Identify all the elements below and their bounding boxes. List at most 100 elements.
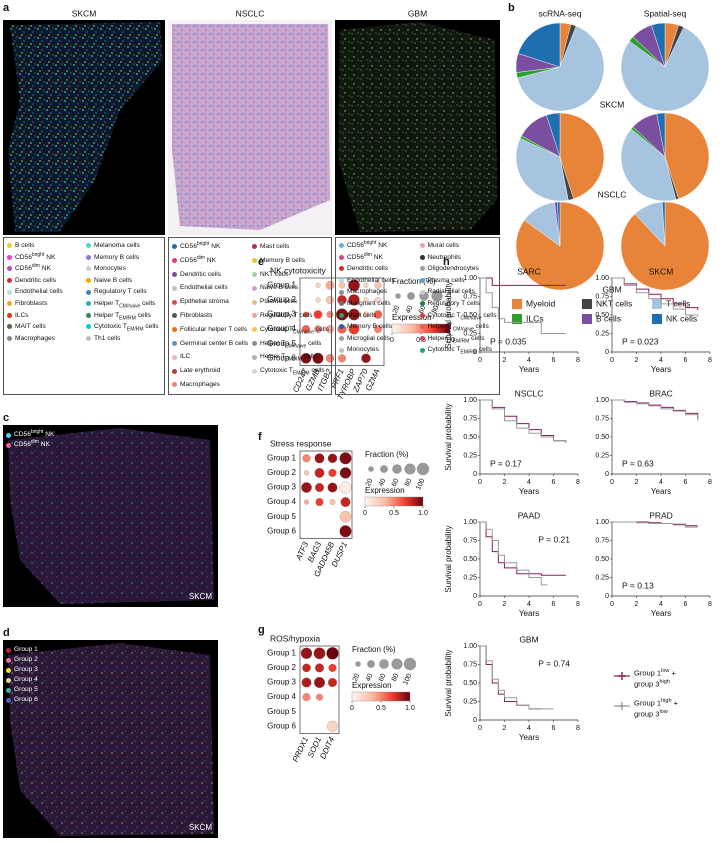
- pie-slice: [662, 201, 666, 247]
- size-key: [367, 660, 375, 668]
- legend-swatch: [7, 301, 12, 307]
- size-key-label: 60: [378, 673, 388, 683]
- legend-label: Dendritic cells: [15, 276, 57, 284]
- legend-swatch: [339, 243, 344, 249]
- legend-label: CD56dim NK: [15, 263, 51, 273]
- legend-label: MAIT cells: [15, 323, 46, 331]
- legend-item: Cytotoxic TEM/RM cells: [86, 321, 159, 333]
- x-tick-label: PRDX1: [291, 736, 310, 764]
- dot: [327, 482, 338, 493]
- legend-swatch: [86, 254, 91, 260]
- dot: [302, 663, 311, 673]
- size-key-label: 20: [365, 478, 375, 488]
- dot: [348, 308, 360, 321]
- legend-swatch: [172, 299, 177, 305]
- legend-label: Germinal center B cells: [180, 339, 249, 347]
- legend-label: Group 3: [14, 666, 38, 673]
- x-axis-label: Years: [651, 609, 671, 618]
- legend-item: Late erythroid: [172, 364, 248, 378]
- dot: [303, 470, 310, 476]
- plot-frame: [299, 450, 353, 539]
- legend-item: Naive B cells: [252, 281, 329, 295]
- colorbar-label: 1.0: [418, 510, 428, 517]
- x-tick-label: 6: [552, 479, 556, 486]
- y-tick-label: 0: [473, 471, 477, 478]
- legend-label: Fibroblasts: [15, 299, 48, 307]
- y-tick-label: Group 3: [267, 678, 296, 687]
- y-axis-label: Survival probability: [444, 281, 453, 348]
- dot: [374, 281, 382, 289]
- legend-swatch: [172, 244, 177, 250]
- legend: Group 1 Group 2 Group 3 Group 4 Group 5 Group…: [6, 645, 38, 705]
- legend-swatch: [419, 324, 425, 330]
- legend-swatch: [6, 697, 11, 703]
- legend-swatch: [419, 243, 425, 249]
- legend-swatch: [86, 243, 91, 249]
- legend-item: Th1 cells: [86, 333, 159, 345]
- legend-item: Macrophages: [339, 286, 395, 298]
- legend-label: T cells: [666, 298, 690, 308]
- y-tick-label: Group 5: [267, 512, 296, 521]
- legend-swatch: [419, 289, 425, 295]
- legend-swatch: [339, 312, 344, 318]
- legend-box: [335, 237, 500, 395]
- legend-label: Cytotoxic TCM/naive cells: [260, 325, 330, 336]
- x-tick-label: 6: [552, 357, 556, 364]
- y-tick-label: Group 3: [267, 310, 296, 319]
- dot: [315, 498, 324, 507]
- legend-swatch: [252, 258, 257, 264]
- x-tick-label: 8: [708, 601, 712, 608]
- legend-label: NK cells: [666, 313, 697, 323]
- dot: [328, 468, 337, 477]
- y-tick-label: 0.75: [595, 293, 609, 300]
- legend-swatch: [512, 299, 522, 309]
- legend-title: Fraction (%): [392, 277, 436, 286]
- dot: [315, 693, 324, 701]
- size-key: [403, 657, 417, 671]
- y-tick-label: Group 2: [267, 663, 296, 672]
- pie-slice: [557, 201, 561, 247]
- legend-item: Group 1: [6, 645, 38, 655]
- y-tick-label: 0: [473, 593, 477, 600]
- legend-item: Neutrophils: [419, 252, 497, 264]
- tissue: [8, 22, 163, 232]
- x-tick-label: 0: [478, 601, 482, 608]
- legend-swatch: [339, 278, 344, 284]
- legend-swatch: [419, 278, 425, 284]
- dot: [339, 525, 352, 538]
- p-value: P = 0.63: [622, 458, 654, 468]
- y-axis-label: Survival probability: [444, 649, 453, 716]
- colorbar-label: 0: [363, 510, 367, 517]
- y-tick-label: 0.50: [595, 556, 609, 563]
- legend: CD56bright NK CD56dim NK Dendritic cells En…: [339, 240, 395, 356]
- image-title: SKCM: [72, 8, 97, 18]
- colorbar-label: 0: [390, 337, 394, 344]
- dot: [313, 676, 326, 689]
- legend: CD56bright NK CD56dim NK Dendritic cells En…: [172, 240, 248, 392]
- x-tick-label: 0: [478, 725, 482, 732]
- x-tick-label: 8: [576, 479, 580, 486]
- size-key-label: 60: [391, 478, 401, 488]
- survival-curve: [480, 277, 566, 334]
- legend-swatch: [6, 677, 11, 683]
- legend-swatch: [172, 313, 177, 319]
- dot: [348, 294, 360, 306]
- y-tick-label: 0.75: [463, 293, 477, 300]
- dot: [314, 467, 325, 478]
- legend-label: Regulatory T cells: [260, 311, 313, 319]
- y-axis-label: Survival probability: [444, 525, 453, 592]
- legend-label: Endothelial cells: [15, 288, 63, 296]
- y-tick-label: Group 5: [267, 339, 296, 348]
- y-tick-label: Group 6: [267, 526, 296, 535]
- legend-label: Melanoma cells: [94, 242, 140, 249]
- chart-title: Stress response: [270, 438, 332, 448]
- legend-item: Cytotoxic TEM/RM cells: [252, 364, 329, 378]
- legend-swatch: [86, 301, 91, 307]
- legend-label: Cytotoxic TEM/RM cells: [94, 323, 159, 333]
- panel-letter: c: [3, 412, 9, 424]
- x-tick-label: 8: [708, 357, 712, 364]
- size-key-label: 40: [365, 673, 375, 683]
- legend-item: Microglial cells: [339, 333, 395, 345]
- size-key-label: 40: [378, 478, 388, 488]
